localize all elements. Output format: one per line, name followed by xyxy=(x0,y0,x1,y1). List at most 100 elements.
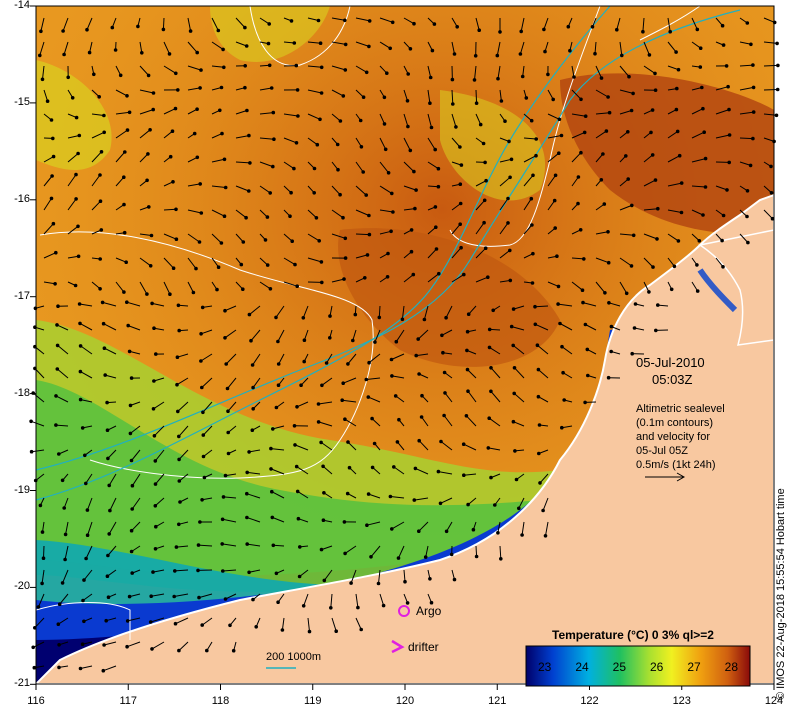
velocity-arrow-head xyxy=(289,19,294,23)
velocity-arrow-head xyxy=(78,666,83,671)
velocity-arrow-head xyxy=(775,87,780,92)
velocity-arrow-head xyxy=(386,251,390,256)
velocity-arrow-head xyxy=(518,52,523,56)
velocity-arrow-head xyxy=(200,498,204,502)
velocity-arrow xyxy=(296,401,309,408)
velocity-arrow xyxy=(174,593,189,597)
velocity-arrow-head xyxy=(40,77,45,82)
velocity-arrow-head xyxy=(105,428,110,433)
velocity-arrow xyxy=(43,175,53,187)
velocity-arrow-head xyxy=(629,264,634,268)
velocity-arrow-head xyxy=(576,201,580,206)
velocity-arrow-head xyxy=(653,178,658,182)
velocity-arrow-head xyxy=(675,129,680,134)
velocity-arrow-head xyxy=(698,46,703,51)
velocity-arrow xyxy=(270,448,285,451)
velocity-arrow xyxy=(139,129,151,139)
velocity-arrow xyxy=(115,89,128,97)
velocity-arrow xyxy=(55,424,69,427)
velocity-arrow-head xyxy=(128,403,133,408)
velocity-arrow-head xyxy=(153,482,158,486)
velocity-arrow-head xyxy=(561,370,565,375)
velocity-arrow-head xyxy=(198,182,202,186)
velocity-arrow xyxy=(278,353,285,365)
velocity-arrow-head xyxy=(251,407,255,411)
velocity-arrow-head xyxy=(245,108,249,113)
velocity-arrow-head xyxy=(57,452,61,456)
velocity-arrow-head xyxy=(444,529,449,534)
velocity-arrow-head xyxy=(495,53,500,58)
velocity-arrow-head xyxy=(343,68,348,72)
velocity-arrow xyxy=(235,135,249,139)
velocity-arrow-head xyxy=(359,145,364,149)
velocity-arrow xyxy=(523,174,534,187)
velocity-arrow xyxy=(43,223,54,235)
velocity-arrow-head xyxy=(247,189,251,193)
velocity-arrow-head xyxy=(556,302,560,306)
velocity-arrow-head xyxy=(38,503,43,508)
velocity-arrow-head xyxy=(53,282,57,286)
velocity-arrow xyxy=(86,497,93,511)
velocity-arrow xyxy=(518,497,525,509)
velocity-arrow-head xyxy=(536,394,541,399)
velocity-arrow xyxy=(259,281,271,290)
velocity-arrow xyxy=(176,545,189,548)
velocity-arrow xyxy=(368,396,381,403)
velocity-arrow-head xyxy=(101,321,106,326)
velocity-arrow-head xyxy=(200,385,204,390)
velocity-arrow xyxy=(307,617,310,632)
velocity-arrow xyxy=(108,521,117,535)
velocity-arrow xyxy=(39,41,45,56)
velocity-arrow-head xyxy=(458,222,463,226)
velocity-arrow xyxy=(643,208,658,211)
velocity-arrow-head xyxy=(353,312,358,317)
velocity-arrow xyxy=(390,496,405,499)
velocity-arrow xyxy=(294,444,309,451)
velocity-arrow xyxy=(499,89,502,102)
velocity-arrow xyxy=(330,593,333,608)
velocity-arrow xyxy=(366,521,381,526)
velocity-arrow-head xyxy=(122,202,126,207)
velocity-arrow xyxy=(451,137,461,148)
velocity-arrow-head xyxy=(219,241,224,245)
velocity-arrow-head xyxy=(270,489,274,494)
velocity-arrow-head xyxy=(176,409,180,414)
velocity-arrow-head xyxy=(248,161,252,165)
velocity-arrow-head xyxy=(389,229,393,234)
velocity-arrow xyxy=(355,185,367,196)
velocity-arrow-head xyxy=(161,27,166,32)
velocity-arrow-head xyxy=(372,441,377,446)
velocity-arrow-head xyxy=(633,302,638,306)
velocity-arrow xyxy=(739,64,753,67)
velocity-arrow-head xyxy=(465,367,470,372)
velocity-arrow xyxy=(259,137,274,140)
velocity-arrow-head xyxy=(422,317,427,322)
velocity-arrow xyxy=(739,233,749,243)
velocity-arrow-head xyxy=(328,314,332,318)
velocity-arrow-head xyxy=(98,173,102,177)
velocity-arrow-head xyxy=(289,190,293,195)
velocity-arrow-head xyxy=(108,508,112,513)
velocity-arrow xyxy=(201,617,213,626)
velocity-arrow-head xyxy=(390,374,394,378)
velocity-arrow xyxy=(499,176,511,187)
velocity-arrow-head xyxy=(582,130,587,135)
velocity-arrow-head xyxy=(392,465,396,469)
velocity-arrow xyxy=(178,449,189,460)
velocity-arrow-head xyxy=(223,597,228,601)
velocity-arrow xyxy=(547,113,560,120)
velocity-arrow-head xyxy=(412,498,417,502)
velocity-arrow-head xyxy=(428,75,433,80)
velocity-arrow-head xyxy=(125,644,129,649)
velocity-arrow xyxy=(307,233,320,242)
velocity-arrow-head xyxy=(129,376,134,380)
velocity-arrow-head xyxy=(411,272,416,277)
velocity-arrow xyxy=(499,222,509,235)
velocity-arrow xyxy=(595,112,610,115)
velocity-arrow xyxy=(248,569,261,573)
velocity-arrow-head xyxy=(496,531,500,535)
velocity-arrow-head xyxy=(216,265,221,270)
velocity-arrow-head xyxy=(701,106,705,111)
velocity-arrow-head xyxy=(388,494,393,499)
